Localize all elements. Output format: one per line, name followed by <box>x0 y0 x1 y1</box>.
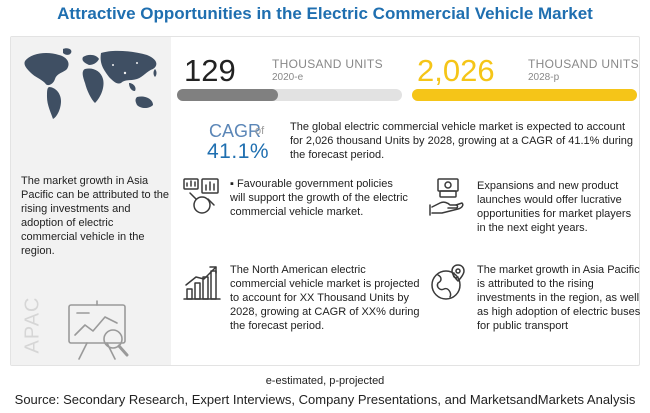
region-label: APAC <box>13 287 53 362</box>
end-value: 2,026 <box>417 53 495 88</box>
left-panel-text: The market growth in Asia Pacific can be… <box>21 175 169 257</box>
source-line: Source: Secondary Research, Expert Inter… <box>14 392 636 407</box>
globe-pin-icon <box>431 264 465 300</box>
start-progress-bar <box>177 89 402 101</box>
money-hand-icon <box>429 178 464 216</box>
growth-chart-icon <box>183 266 221 300</box>
end-unit: THOUSAND UNITS <box>528 57 639 71</box>
end-progress-bar <box>412 89 637 101</box>
end-year: 2028-p <box>528 72 560 83</box>
end-progress-fill <box>412 89 637 101</box>
cagr-value: 41.1% <box>207 140 270 163</box>
start-value: 129 <box>184 53 236 88</box>
blurb-north-america: The North American electric commercial v… <box>230 264 420 332</box>
infographic-frame <box>10 36 640 366</box>
cagr-label: CAGR <box>209 121 262 141</box>
blurb-asia-pacific: The market growth in Asia Pacific is att… <box>477 264 641 332</box>
gavel-chart-icon <box>183 178 219 214</box>
start-progress-fill <box>177 89 279 101</box>
blurb-expansions: Expansions and new product launches woul… <box>477 180 632 234</box>
footnote: e-estimated, p-projected <box>265 375 385 387</box>
cagr-of: of <box>255 125 265 137</box>
blurb-policies: ▪ Favourable government policies will su… <box>230 178 408 218</box>
region-label-text: APAC <box>21 296 44 353</box>
page-title: Attractive Opportunities in the Electric… <box>57 4 593 23</box>
start-unit: THOUSAND UNITS <box>272 57 383 71</box>
start-year: 2020-e <box>272 72 304 83</box>
analytics-board-magnifier-icon <box>68 300 129 360</box>
left-panel: The market growth in Asia Pacific can be… <box>11 37 171 365</box>
cagr-description: The global electric commercial vehicle m… <box>290 121 634 161</box>
world-map <box>24 48 157 119</box>
